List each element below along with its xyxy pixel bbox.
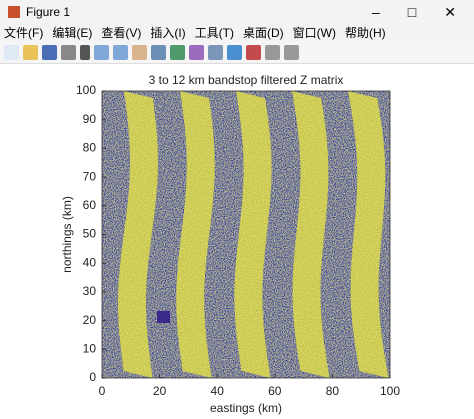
menu-bar: 文件(F) 编辑(E) 查看(V) 插入(I) 工具(T) 桌面(D) 窗口(W) 帮助(H) bbox=[0, 24, 474, 41]
stripe bbox=[460, 91, 474, 378]
y-tick-label: 60 bbox=[83, 198, 97, 212]
x-tick-label: 100 bbox=[380, 384, 400, 398]
tool-save[interactable] bbox=[42, 44, 57, 60]
stripe bbox=[404, 91, 448, 378]
menu-item[interactable]: 文件(F) bbox=[4, 26, 44, 40]
tool-new[interactable] bbox=[4, 44, 19, 60]
image bbox=[102, 91, 474, 378]
menu-item[interactable]: 窗口(W) bbox=[292, 26, 336, 40]
menu-item[interactable]: 查看(V) bbox=[101, 26, 142, 40]
stripe bbox=[118, 91, 158, 378]
marker-square bbox=[157, 311, 170, 323]
close[interactable]: ✕ bbox=[444, 3, 456, 20]
y-tick-label: 100 bbox=[76, 83, 96, 97]
chart-title: 3 to 12 km bandstop filtered Z matrix bbox=[149, 73, 344, 87]
tool-hide[interactable] bbox=[265, 44, 280, 60]
tool-show[interactable] bbox=[284, 44, 299, 60]
stripe bbox=[176, 91, 215, 378]
x-tick-label: 40 bbox=[211, 384, 225, 398]
tool-print[interactable] bbox=[61, 44, 76, 60]
x-tick-label: 80 bbox=[326, 384, 340, 398]
x-tick-label: 20 bbox=[153, 384, 167, 398]
stripe bbox=[348, 91, 389, 378]
tool-rotate[interactable] bbox=[151, 44, 166, 60]
y-tick-label: 50 bbox=[83, 227, 97, 241]
tool-datatip[interactable] bbox=[170, 44, 185, 60]
tool-select[interactable] bbox=[80, 44, 90, 60]
menu-item[interactable]: 帮助(H) bbox=[344, 26, 386, 40]
y-tick-label: 40 bbox=[83, 255, 97, 269]
y-tick-label: 70 bbox=[83, 169, 97, 183]
y-tick-label: 80 bbox=[83, 141, 97, 155]
menu-item[interactable]: 工具(T) bbox=[194, 26, 234, 40]
app-icon bbox=[8, 6, 20, 18]
menu-item[interactable]: 桌面(D) bbox=[242, 26, 284, 40]
menu-item[interactable]: 插入(I) bbox=[150, 26, 186, 40]
x-axis-label: eastings (km) bbox=[210, 401, 282, 415]
title-bar: Figure 1 – □ ✕ bbox=[0, 0, 474, 24]
y-tick-label: 30 bbox=[83, 284, 97, 298]
y-tick-label: 90 bbox=[83, 112, 97, 126]
x-tick-label: 60 bbox=[268, 384, 282, 398]
stripe bbox=[292, 91, 330, 378]
tool-open[interactable] bbox=[23, 44, 38, 60]
tool-brush[interactable] bbox=[189, 44, 204, 60]
maximize[interactable]: □ bbox=[407, 3, 417, 20]
menu-item[interactable]: 编辑(E) bbox=[52, 26, 93, 40]
minimize[interactable]: – bbox=[372, 3, 380, 20]
tool-colorbar[interactable] bbox=[227, 44, 242, 60]
y-axis-label: northings (km) bbox=[60, 196, 74, 273]
y-tick-label: 20 bbox=[83, 313, 97, 327]
tool-zoom-out[interactable] bbox=[113, 44, 128, 60]
tool-zoom-in[interactable] bbox=[94, 44, 109, 60]
tool-link[interactable] bbox=[208, 44, 223, 60]
x-tick-label: 0 bbox=[99, 384, 106, 398]
window-title: Figure 1 bbox=[26, 5, 71, 19]
tool-pan[interactable] bbox=[132, 44, 147, 60]
image-content bbox=[102, 91, 474, 378]
tool-legend[interactable] bbox=[246, 44, 261, 60]
y-tick-label: 0 bbox=[89, 370, 96, 384]
toolbar bbox=[0, 41, 474, 64]
window-controls[interactable]: – □ ✕ bbox=[372, 4, 474, 21]
chart: 3 to 12 km bandstop filtered Z matrix ea… bbox=[0, 64, 474, 419]
stripe bbox=[234, 91, 272, 378]
y-tick-label: 10 bbox=[83, 341, 97, 355]
